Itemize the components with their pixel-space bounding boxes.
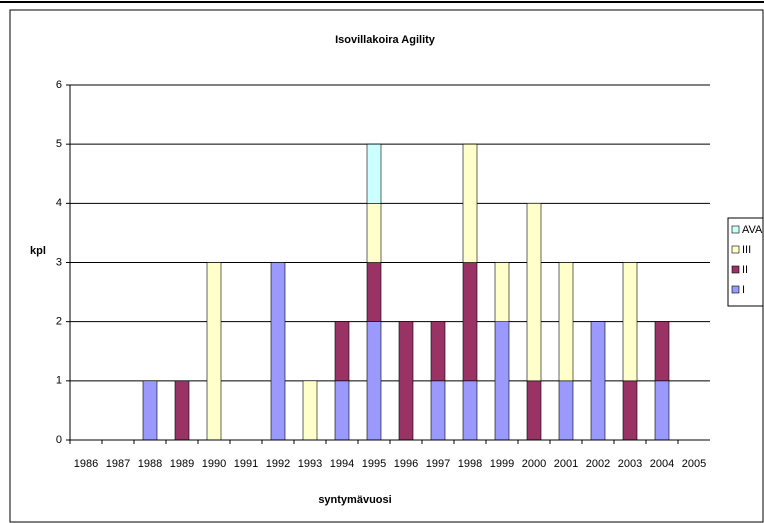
y-tick-label: 1 bbox=[56, 375, 62, 387]
x-tick-label: 1997 bbox=[426, 458, 450, 470]
x-tick-label: 2002 bbox=[586, 458, 610, 470]
legend-label: II bbox=[742, 264, 748, 276]
x-tick-label: 1992 bbox=[266, 458, 290, 470]
bar-segment bbox=[622, 380, 638, 441]
bar-segment bbox=[366, 143, 382, 204]
x-tick-label: 2003 bbox=[618, 458, 642, 470]
bar-segment bbox=[398, 321, 414, 441]
y-tick-label: 6 bbox=[56, 79, 62, 91]
bar-segment bbox=[366, 203, 382, 263]
y-tick-label: 4 bbox=[56, 197, 62, 209]
x-tick-label: 1989 bbox=[170, 458, 194, 470]
bar-segment bbox=[430, 380, 446, 441]
bar-segment bbox=[366, 321, 382, 441]
x-tick-label: 1998 bbox=[458, 458, 482, 470]
bar-segment bbox=[270, 262, 286, 441]
bar-segment bbox=[462, 262, 478, 382]
bar-segment bbox=[206, 262, 222, 441]
bar-segment bbox=[462, 143, 478, 263]
bar-segment bbox=[622, 262, 638, 382]
x-tick-label: 1994 bbox=[330, 458, 354, 470]
bar-segment bbox=[462, 380, 478, 441]
bar-segment bbox=[654, 380, 670, 441]
x-tick-label: 1999 bbox=[490, 458, 514, 470]
bar-segment bbox=[494, 262, 510, 322]
x-tick-label: 1991 bbox=[234, 458, 258, 470]
x-tick-label: 1995 bbox=[362, 458, 386, 470]
bar-segment bbox=[526, 203, 542, 382]
chart-title: Isovillakoira Agility bbox=[335, 34, 436, 46]
y-axis-title: kpl bbox=[30, 245, 46, 257]
legend-swatch bbox=[731, 285, 740, 294]
bar-segment bbox=[302, 380, 318, 441]
x-tick-label: 1996 bbox=[394, 458, 418, 470]
legend-swatch bbox=[731, 245, 740, 254]
x-tick-label: 2005 bbox=[682, 458, 706, 470]
y-tick-label: 2 bbox=[56, 316, 62, 328]
x-tick-label: 1988 bbox=[138, 458, 162, 470]
y-tick-label: 0 bbox=[56, 434, 62, 446]
legend-label: III bbox=[742, 244, 751, 256]
x-tick-label: 1986 bbox=[74, 458, 98, 470]
legend-swatch bbox=[731, 225, 740, 234]
legend-swatch bbox=[731, 265, 740, 274]
bar-segment bbox=[366, 262, 382, 322]
bar-segment bbox=[558, 380, 574, 441]
bar-segment bbox=[334, 380, 350, 441]
x-tick-label: 2001 bbox=[554, 458, 578, 470]
bar-segment bbox=[494, 321, 510, 441]
bar-segment bbox=[334, 321, 350, 382]
legend-label: AVA bbox=[742, 224, 763, 236]
x-tick-label: 2004 bbox=[650, 458, 674, 470]
x-tick-label: 1990 bbox=[202, 458, 226, 470]
legend-label: I bbox=[742, 284, 745, 296]
x-tick-label: 1993 bbox=[298, 458, 322, 470]
bar-segment bbox=[558, 262, 574, 382]
x-tick-label: 1987 bbox=[106, 458, 130, 470]
y-tick-label: 5 bbox=[56, 138, 62, 150]
y-tick-label: 3 bbox=[56, 256, 62, 268]
bar-segment bbox=[526, 380, 542, 441]
bar-segment bbox=[590, 321, 606, 441]
bar-segment bbox=[142, 380, 158, 441]
bar-segment bbox=[174, 380, 190, 441]
x-tick-label: 2000 bbox=[522, 458, 546, 470]
bar-segment bbox=[654, 321, 670, 382]
x-axis-title: syntymävuosi bbox=[318, 494, 391, 506]
bar-segment bbox=[430, 321, 446, 382]
